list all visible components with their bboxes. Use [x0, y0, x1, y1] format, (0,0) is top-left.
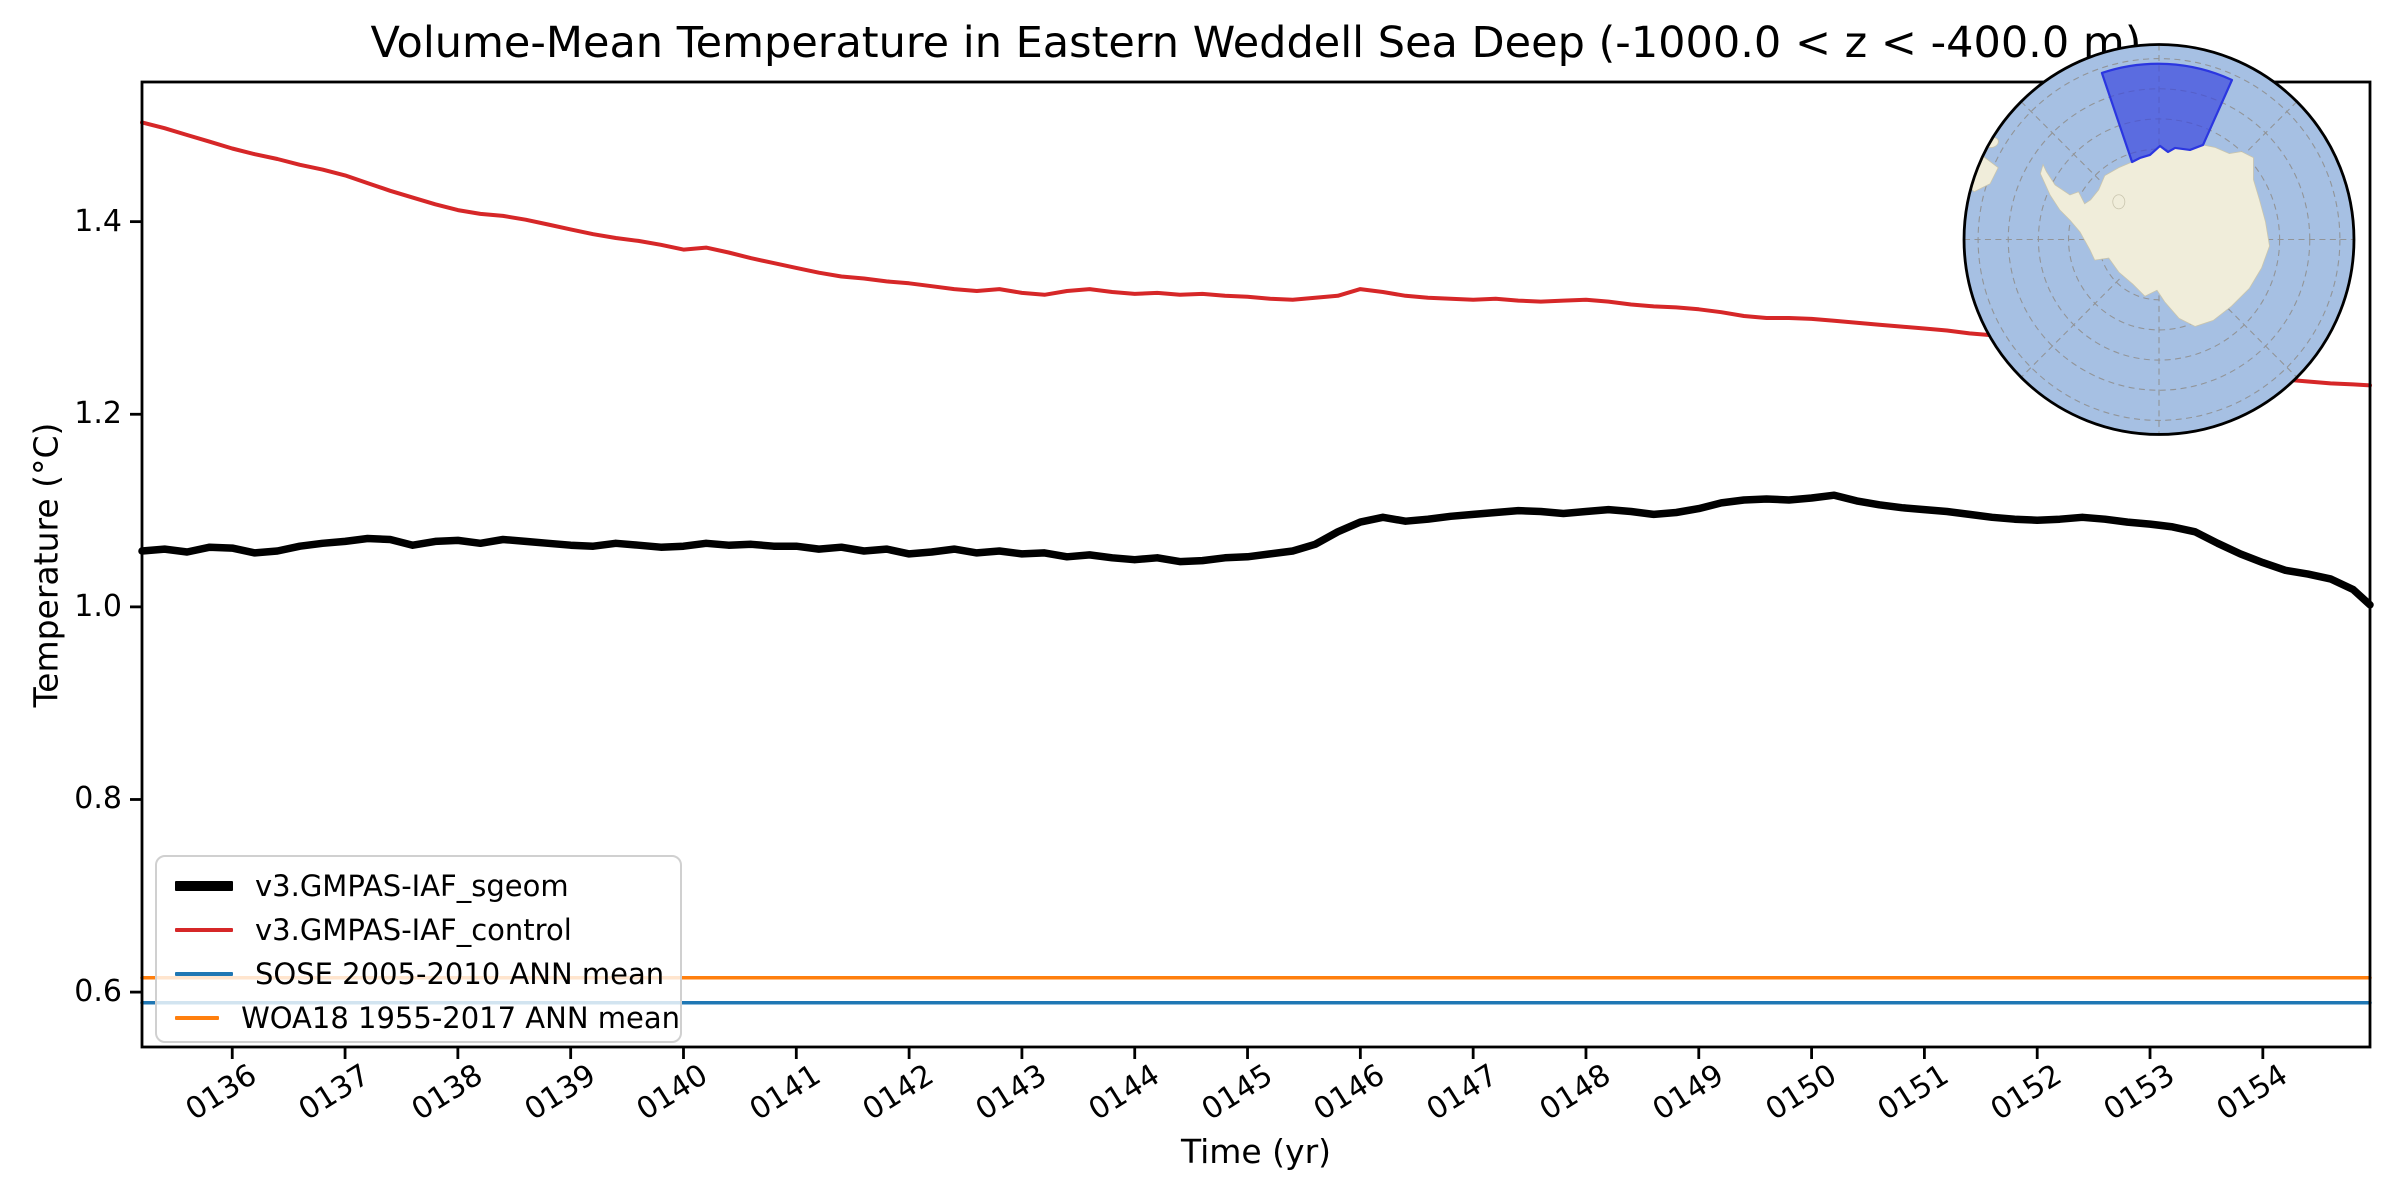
axes-spines [140, 80, 2372, 1049]
x-axis-label: Time (yr) [1180, 1132, 1332, 1171]
legend-row: SOSE 2005-2010 ANN mean [175, 952, 680, 996]
y-tick-label: 1.2 [74, 396, 122, 432]
y-tick-label: 0.8 [74, 781, 122, 817]
region-highlight-wedge [2100, 62, 2234, 164]
y-tick-label: 1.4 [74, 203, 122, 239]
legend-label: v3.GMPAS-IAF_sgeom [255, 869, 569, 903]
legend-row: v3.GMPAS-IAF_control [175, 908, 680, 952]
inset-map [1962, 43, 2356, 436]
legend-label: v3.GMPAS-IAF_control [255, 913, 572, 947]
legend-label: WOA18 1955-2017 ANN mean [241, 1001, 680, 1035]
legend-line-swatch [175, 1016, 220, 1020]
legend-line-swatch [175, 881, 233, 891]
legend-line-swatch [175, 928, 233, 932]
y-tick-label: 0.6 [74, 974, 122, 1010]
legend-label: SOSE 2005-2010 ANN mean [255, 957, 665, 991]
island [2112, 194, 2126, 210]
y-tick-label: 1.0 [74, 588, 122, 624]
globe-outline [1962, 43, 2356, 436]
legend-row: WOA18 1955-2017 ANN mean [175, 996, 680, 1040]
y-axis-label: Temperature (°C) [26, 422, 66, 708]
legend-line-swatch [175, 972, 233, 976]
legend: v3.GMPAS-IAF_sgeom v3.GMPAS-IAF_control SO… [155, 855, 682, 1043]
chart-title: Volume-Mean Temperature in Eastern Wedde… [370, 18, 2142, 68]
series-line-v3.GMPAS-IAF_sgeom [138, 491, 2374, 609]
legend-row: v3.GMPAS-IAF_sgeom [175, 864, 680, 908]
